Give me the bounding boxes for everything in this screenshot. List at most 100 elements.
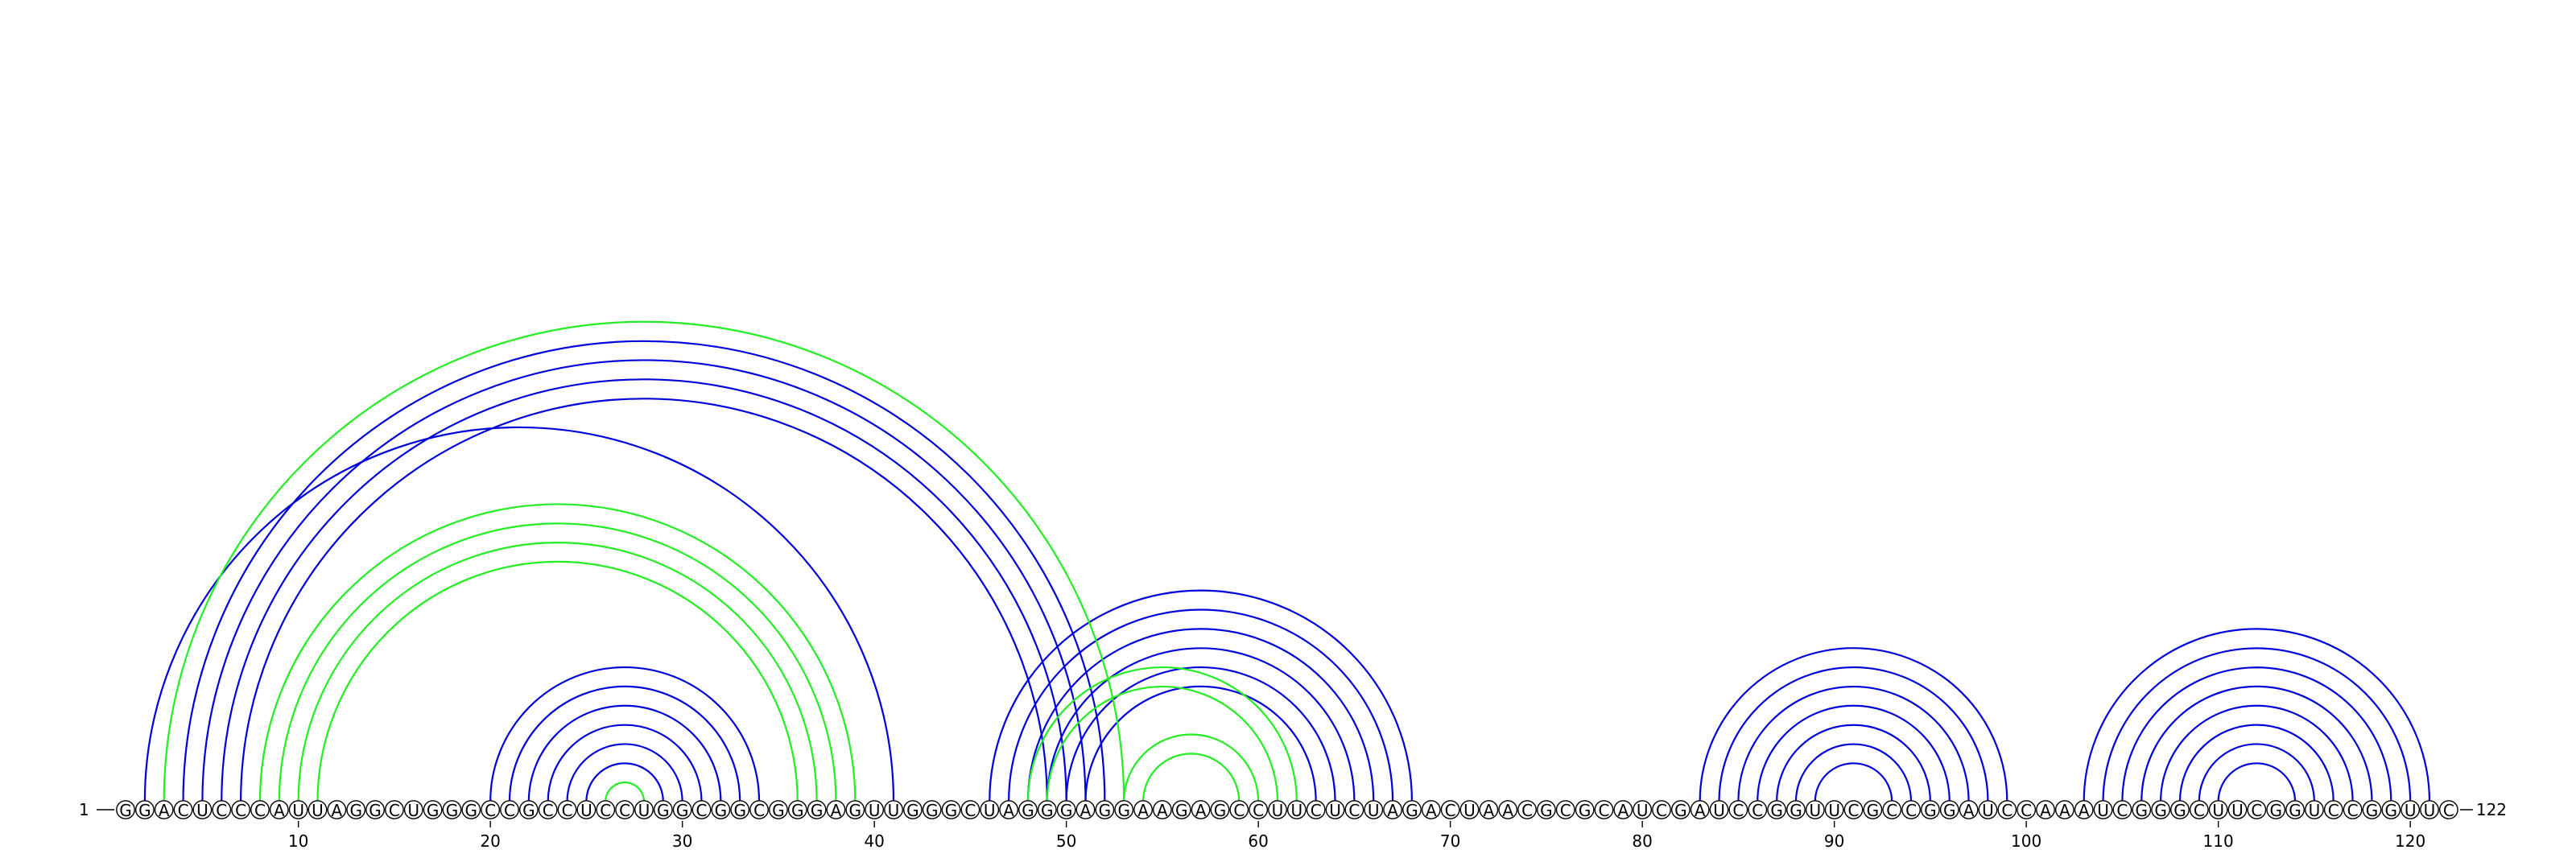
nucleotide-letter: C: [2021, 801, 2032, 820]
nucleotide-letter: G: [772, 801, 785, 820]
nucleotide-letter: C: [485, 801, 496, 820]
nucleotide-letter: U: [1272, 801, 1284, 820]
blue-arc-7-49: [241, 398, 1047, 802]
green-arc-8-39: [260, 504, 855, 802]
nucleotide-letter: G: [2385, 801, 2398, 820]
blue-arc-49-65: [1047, 648, 1355, 802]
nucleotide-letter: G: [522, 801, 535, 820]
nucleotide-letter: U: [1828, 801, 1840, 820]
nucleotide-letter: G: [427, 801, 440, 820]
tick-label: 40: [864, 831, 884, 851]
nucleotide-letter: A: [2059, 801, 2070, 820]
nucleotide-letter: C: [753, 801, 765, 820]
nucleotide-letter: C: [2001, 801, 2013, 820]
nucleotide-letter: G: [849, 801, 862, 820]
nucleotide-letter: G: [2269, 801, 2282, 820]
nucleotide-letter: G: [446, 801, 459, 820]
nucleotide-letter: G: [811, 801, 824, 820]
nucleotide-letter: C: [600, 801, 611, 820]
nucleotide-letter: G: [1406, 801, 1418, 820]
nucleotide-letter: G: [2154, 801, 2167, 820]
nucleotide-letter: C: [1848, 801, 1860, 820]
nucleotide-letter: A: [1387, 801, 1398, 820]
nucleotide-letter: A: [1157, 801, 1168, 820]
tick-label: 70: [1440, 831, 1460, 851]
nucleotide-letter: A: [1426, 801, 1437, 820]
nucleotide-letter: A: [1195, 801, 1207, 820]
nucleotide-letter: A: [2079, 801, 2090, 820]
blue-arc-2-41: [145, 427, 894, 802]
nucleotide-letter: C: [216, 801, 227, 820]
nucleotide-letter: C: [1732, 801, 1744, 820]
nucleotide-letter: A: [1502, 801, 1513, 820]
nucleotide-letter: C: [619, 801, 630, 820]
nucleotide-letter: U: [2212, 801, 2224, 820]
nucleotide-letter: G: [1099, 801, 1112, 820]
nucleotide-letter: U: [407, 801, 419, 820]
nucleotide-letter: A: [1484, 801, 1495, 820]
nucleotide-letter: C: [254, 801, 266, 820]
nucleotide-letter: C: [1445, 801, 1456, 820]
nucleotide-letter: G: [1041, 801, 1054, 820]
nucleotide-letter: U: [196, 801, 208, 820]
nucleotide-letter: C: [178, 801, 189, 820]
nucleotide-letter: G: [1579, 801, 1591, 820]
blue-arc-88-94: [1796, 745, 1911, 802]
nucleotide-letter: G: [791, 801, 804, 820]
sequence-layer: GGACUCCCAUUAGGCUGGGCCGCCUCCUGGCGGCGGGAGU…: [117, 801, 2458, 820]
nucleotide-letter: C: [1598, 801, 1609, 820]
nucleotide-letter: U: [888, 801, 900, 820]
nucleotide-letter: C: [504, 801, 515, 820]
nucleotide-letter: A: [1617, 801, 1629, 820]
nucleotide-letter: A: [1003, 801, 1014, 820]
nucleotide-letter: U: [2405, 801, 2417, 820]
tick-label: 10: [288, 831, 308, 851]
nucleotide-letter: U: [2097, 801, 2109, 820]
sequence-start-label: 1: [79, 800, 89, 819]
nucleotide-letter: C: [696, 801, 708, 820]
nucleotide-letter: G: [945, 801, 958, 820]
nucleotide-letter: U: [580, 801, 592, 820]
nucleotide-letter: G: [1867, 801, 1880, 820]
nucleotide-letter: G: [676, 801, 689, 820]
nucleotide-letter: A: [831, 801, 842, 820]
tick-label: 30: [672, 831, 692, 851]
nucleotide-letter: G: [2136, 801, 2149, 820]
nucleotide-letter: C: [543, 801, 554, 820]
nucleotide-letter: U: [2424, 801, 2436, 820]
nucleotide-letter: U: [312, 801, 324, 820]
nucleotide-letter: U: [2231, 801, 2244, 820]
nucleotide-letter: G: [733, 801, 746, 820]
blue-arc-103-121: [2084, 629, 2429, 802]
nucleotide-letter: C: [1656, 801, 1667, 820]
nucleotide-letter: G: [1924, 801, 1937, 820]
tick-label: 110: [2203, 831, 2234, 851]
tick-label: 90: [1824, 831, 1844, 851]
nucleotide-letter: G: [1022, 801, 1034, 820]
nucleotide-letter: U: [1809, 801, 1821, 820]
nucleotide-letter: C: [1233, 801, 1245, 820]
blue-arc-86-96: [1757, 706, 1950, 802]
nucleotide-letter: U: [984, 801, 996, 820]
nucleotide-letter: U: [638, 801, 650, 820]
nucleotide-letter: C: [1905, 801, 1917, 820]
nucleotide-letter: G: [926, 801, 939, 820]
nucleotide-letter: A: [1963, 801, 1975, 820]
sequence-end-label: 122: [2476, 800, 2507, 819]
blue-arc-89-93: [1815, 763, 1892, 802]
nucleotide-letter: U: [1637, 801, 1649, 820]
nucleotide-letter: A: [1080, 801, 1092, 820]
nucleotide-letter: G: [715, 801, 728, 820]
nucleotide-letter: C: [2116, 801, 2128, 820]
nucleotide-letter: C: [1521, 801, 1533, 820]
nucleotide-letter: U: [292, 801, 304, 820]
nucleotide-letter: C: [1253, 801, 1264, 820]
nucleotide-letter: C: [2328, 801, 2339, 820]
nucleotide-letter: C: [2194, 801, 2205, 820]
nucleotide-letter: C: [389, 801, 400, 820]
nucleotide-letter: C: [235, 801, 246, 820]
nucleotide-letter: U: [2309, 801, 2321, 820]
tick-label: 50: [1056, 831, 1076, 851]
